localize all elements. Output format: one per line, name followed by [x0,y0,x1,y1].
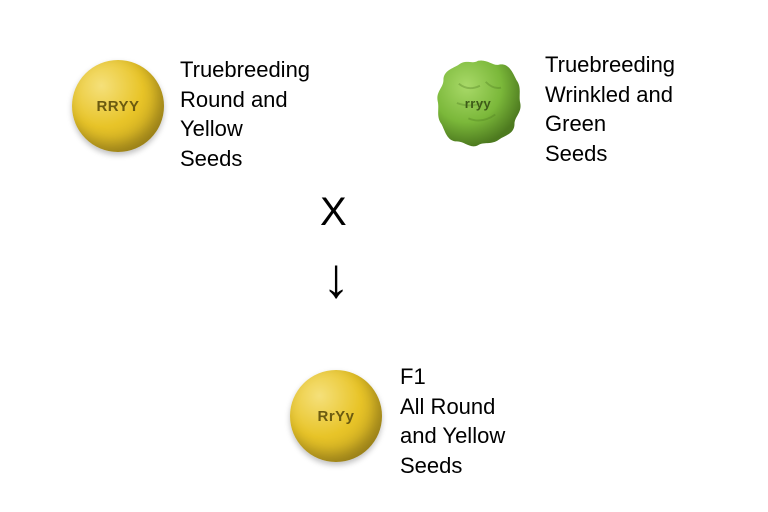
parent2-seed: rryy [430,55,526,151]
offspring-caption: F1 All Round and Yellow Seeds [400,362,505,481]
offspring-seed: RrYy [290,370,382,462]
parent2-caption: Truebreeding Wrinkled and Green Seeds [545,50,675,169]
parent1-caption: Truebreeding Round and Yellow Seeds [180,55,310,174]
offspring-genotype-label: RrYy [317,408,354,425]
parent1-seed: RRYY [72,60,164,152]
parent1-genotype-label: RRYY [96,98,139,115]
parent2-genotype-label: rryy [465,96,492,111]
cross-symbol: X [320,190,347,235]
arrow-down-icon: ↓ [322,250,350,306]
